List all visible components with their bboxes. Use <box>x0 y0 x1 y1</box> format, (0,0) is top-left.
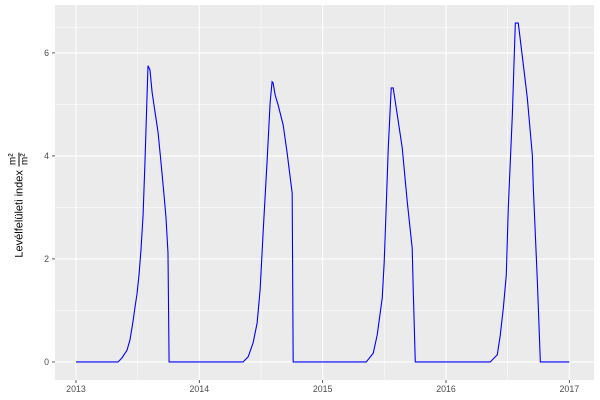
plot-panel <box>55 5 594 380</box>
x-tick-label: 2013 <box>66 384 86 394</box>
x-tick-label: 2016 <box>436 384 456 394</box>
x-tick-label: 2014 <box>190 384 210 394</box>
y-tick-label: 4 <box>44 151 49 161</box>
x-tick-label: 2017 <box>560 384 580 394</box>
x-tick-label: 2015 <box>313 384 333 394</box>
x-axis: 2013 2014 2015 2016 2017 <box>66 380 579 394</box>
y-tick-label: 0 <box>44 357 49 367</box>
y-tick-label: 2 <box>44 254 49 264</box>
y-axis-unit-fraction: m² m² <box>7 152 31 167</box>
y-axis-unit-numerator: m² <box>7 152 20 167</box>
y-axis-unit-denominator: m² <box>19 153 31 166</box>
y-axis-title: Levélfelületi index m² m² <box>4 80 34 330</box>
minor-gridlines <box>55 5 594 380</box>
y-tick-label: 6 <box>44 48 49 58</box>
series-line-lai <box>75 22 570 363</box>
y-axis: 0 2 4 6 <box>44 48 55 367</box>
y-axis-label-text: Levélfelületi index <box>13 170 25 258</box>
